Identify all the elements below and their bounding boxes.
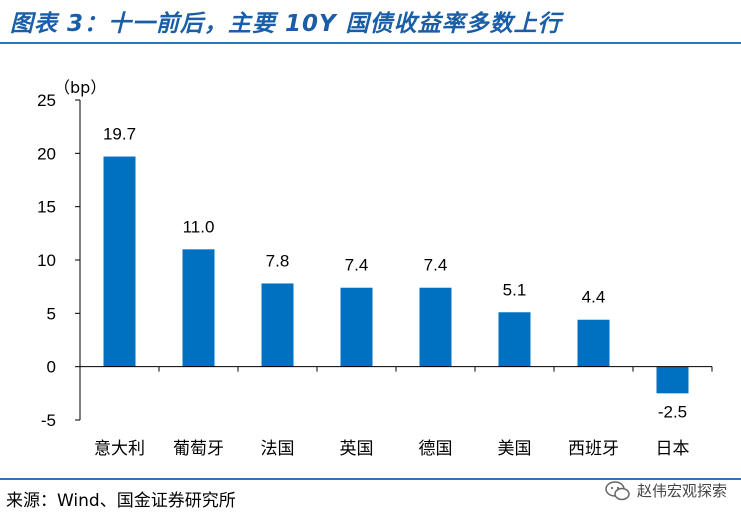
bar-3 <box>261 283 294 367</box>
data-label-4: 7.4 <box>345 256 369 275</box>
bar-chart: （bp） -5 0 5 10 15 20 25 19.7 11.0 7.8 7.4 7.4 5.1 4.… <box>37 78 713 459</box>
bar-5 <box>419 287 452 367</box>
data-labels-group: 19.7 11.0 7.8 7.4 7.4 5.1 4.4 -2.5 <box>103 125 687 422</box>
watermark: 赵伟宏观探索 <box>605 480 727 501</box>
y-axis-unit-label: （bp） <box>54 78 106 97</box>
bar-6 <box>498 312 531 367</box>
category-label-7: 西班牙 <box>568 439 619 459</box>
data-label-3: 7.8 <box>266 251 290 270</box>
watermark-text: 赵伟宏观探索 <box>636 482 727 500</box>
y-tick-label: 25 <box>37 91 56 110</box>
category-label-8: 日本 <box>656 439 690 459</box>
category-label-1: 意大利 <box>94 439 145 459</box>
y-tick-label: 20 <box>37 144 56 163</box>
data-label-7: 4.4 <box>582 288 606 307</box>
bars-group <box>103 156 689 394</box>
category-labels-group: 意大利 葡萄牙 法国 英国 德国 美国 西班牙 日本 <box>94 439 690 459</box>
y-tick-label: 5 <box>47 304 56 323</box>
bar-1 <box>103 156 136 367</box>
title-divider <box>0 42 741 44</box>
data-label-2: 11.0 <box>183 217 215 236</box>
category-label-2: 葡萄牙 <box>173 439 224 459</box>
category-label-4: 英国 <box>340 439 374 459</box>
category-label-3: 法国 <box>261 439 295 459</box>
y-tick-label: 0 <box>47 358 56 377</box>
data-label-1: 19.7 <box>103 125 136 144</box>
y-tick-label: 15 <box>37 198 56 217</box>
y-tick-label: -5 <box>41 411 56 430</box>
data-label-6: 5.1 <box>503 280 527 299</box>
data-label-5: 7.4 <box>424 256 448 275</box>
bar-8 <box>656 366 689 394</box>
chart-title: 图表 3：十一前后，主要 10Y 国债收益率多数上行 <box>10 11 562 37</box>
wechat-icon <box>605 480 630 500</box>
y-tick-label: 10 <box>37 251 56 270</box>
category-label-5: 德国 <box>419 439 453 459</box>
y-axis-ticks: -5 0 5 10 15 20 25 <box>37 91 713 430</box>
footer-divider <box>0 478 741 480</box>
data-label-8: -2.5 <box>658 402 687 421</box>
source-note: 来源：Wind、国金证券研究所 <box>6 491 236 511</box>
bar-2 <box>182 249 215 367</box>
bar-4 <box>340 287 373 367</box>
bar-7 <box>577 319 610 367</box>
category-label-6: 美国 <box>498 439 532 459</box>
